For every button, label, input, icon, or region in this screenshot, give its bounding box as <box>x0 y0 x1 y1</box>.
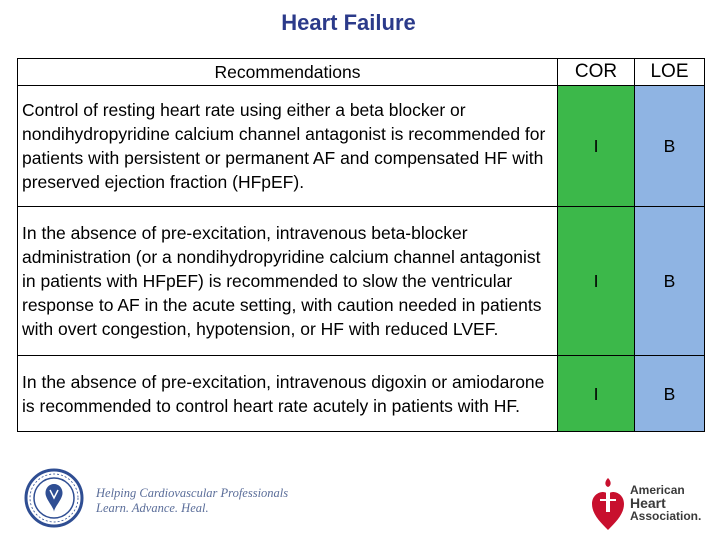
acc-seal-icon <box>24 468 84 528</box>
aha-line2: Heart <box>630 495 666 511</box>
header-loe: LOE <box>634 58 705 86</box>
table-header-row: Recommendations COR LOE <box>17 58 705 86</box>
acc-tagline-line1: Helping Cardiovascular Professionals <box>96 486 289 500</box>
cor-value: I <box>557 355 635 432</box>
cor-value: I <box>557 85 635 207</box>
aha-heart-torch-icon <box>592 478 624 530</box>
acc-tagline: Helping Cardiovascular Professionals Lea… <box>96 486 288 516</box>
recommendations-table: Recommendations COR LOE Control of resti… <box>17 58 705 432</box>
aha-logo-block: American Heart Association. <box>590 476 715 536</box>
table-row: In the absence of pre-excitation, intrav… <box>17 355 705 432</box>
recommendation-text-rate-control: Control of resting heart rate using eith… <box>22 100 546 192</box>
loe-value: B <box>634 206 705 356</box>
cor-value: I <box>557 206 635 356</box>
header-cor: COR <box>557 58 635 86</box>
table-row: In the absence of pre-excitation, intrav… <box>17 206 705 356</box>
loe-value: B <box>634 85 705 207</box>
acc-tagline-line2: Learn. Advance. Heal. <box>96 501 209 515</box>
recommendation-text: In the absence of pre-excitation, intrav… <box>17 206 558 356</box>
aha-line3: Association. <box>630 509 702 523</box>
acc-logo-block: Helping Cardiovascular Professionals Lea… <box>24 468 288 530</box>
recommendation-text: Control of resting heart rate using eith… <box>17 85 558 207</box>
recommendation-text: In the absence of pre-excitation, intrav… <box>17 355 558 432</box>
loe-value: B <box>634 355 705 432</box>
recommendation-text-iv-beta-blocker: In the absence of pre-excitation, intrav… <box>22 223 542 339</box>
aha-wordmark: American Heart Association. <box>630 484 701 523</box>
aha-line1: American <box>630 483 685 497</box>
slide-title: Heart Failure <box>281 10 416 35</box>
table-row: Control of resting heart rate using eith… <box>17 85 705 207</box>
header-recommendations: Recommendations <box>17 58 558 86</box>
